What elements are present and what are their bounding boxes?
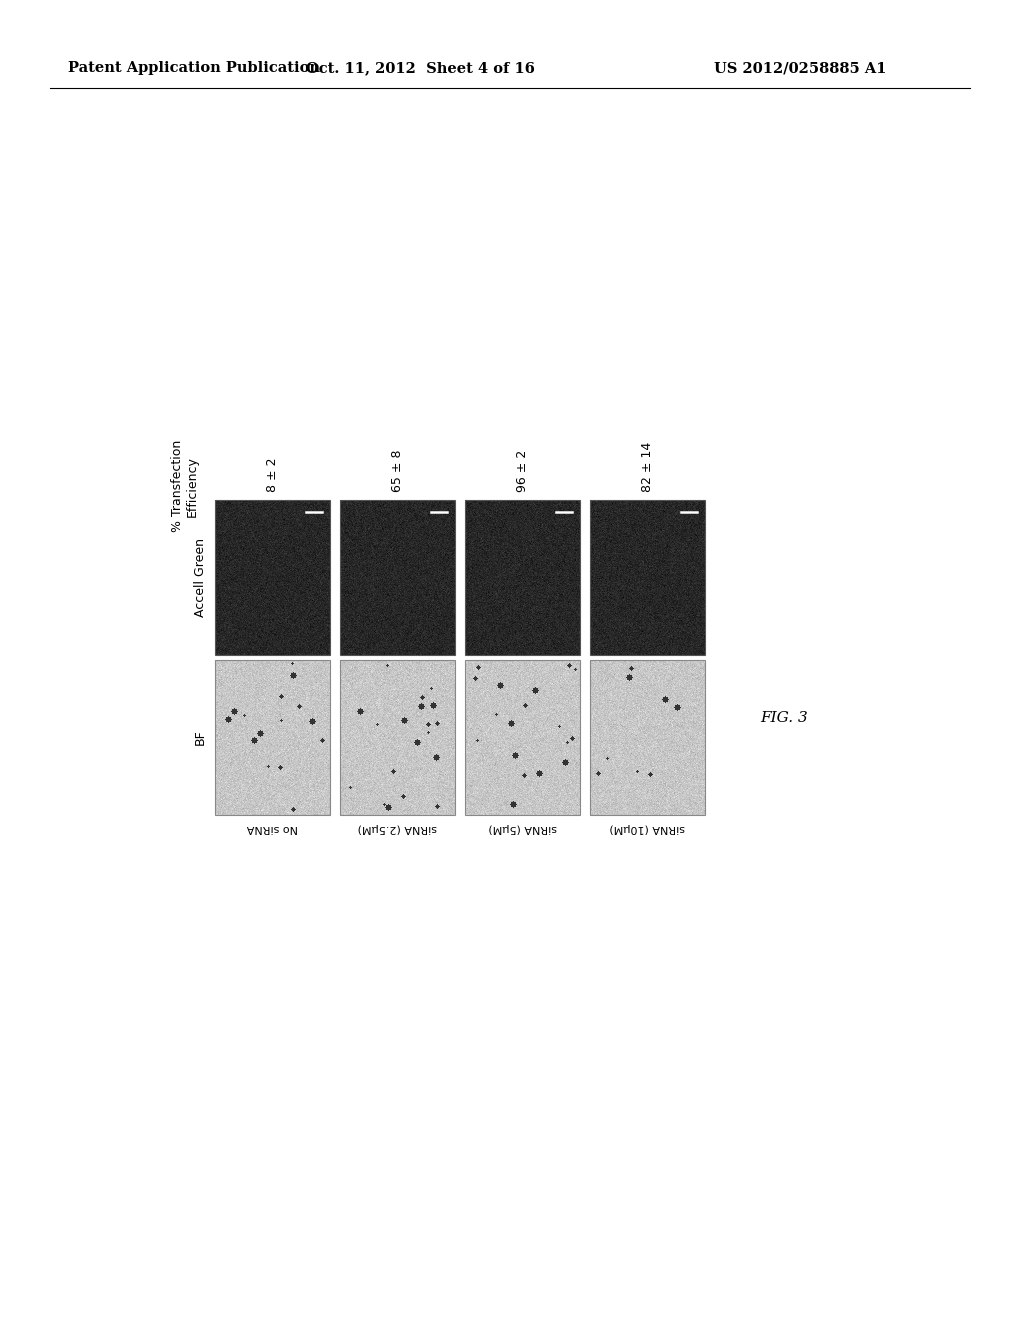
Bar xyxy=(340,660,455,814)
Text: siRNA (5μM): siRNA (5μM) xyxy=(488,822,557,833)
Text: 96 ± 2: 96 ± 2 xyxy=(516,450,529,492)
Text: No siRNA: No siRNA xyxy=(247,822,298,833)
Text: Accell Green: Accell Green xyxy=(194,539,207,616)
Bar xyxy=(340,500,455,655)
Bar xyxy=(465,500,580,655)
Bar xyxy=(215,660,330,814)
Text: FIG. 3: FIG. 3 xyxy=(760,710,808,725)
Text: BF: BF xyxy=(194,730,207,746)
Text: siRNA (2.5μM): siRNA (2.5μM) xyxy=(357,822,437,833)
Text: 82 ± 14: 82 ± 14 xyxy=(641,442,654,492)
Text: 8 ± 2: 8 ± 2 xyxy=(266,458,279,492)
Bar xyxy=(465,660,580,814)
Text: US 2012/0258885 A1: US 2012/0258885 A1 xyxy=(714,61,886,75)
Text: % Transfection
Efficiency: % Transfection Efficiency xyxy=(171,440,199,532)
Bar xyxy=(215,500,330,655)
Text: 65 ± 8: 65 ± 8 xyxy=(391,450,404,492)
Text: siRNA (10μM): siRNA (10μM) xyxy=(609,822,685,833)
Bar xyxy=(590,660,705,814)
Text: Oct. 11, 2012  Sheet 4 of 16: Oct. 11, 2012 Sheet 4 of 16 xyxy=(305,61,535,75)
Bar xyxy=(590,500,705,655)
Text: Patent Application Publication: Patent Application Publication xyxy=(68,61,319,75)
